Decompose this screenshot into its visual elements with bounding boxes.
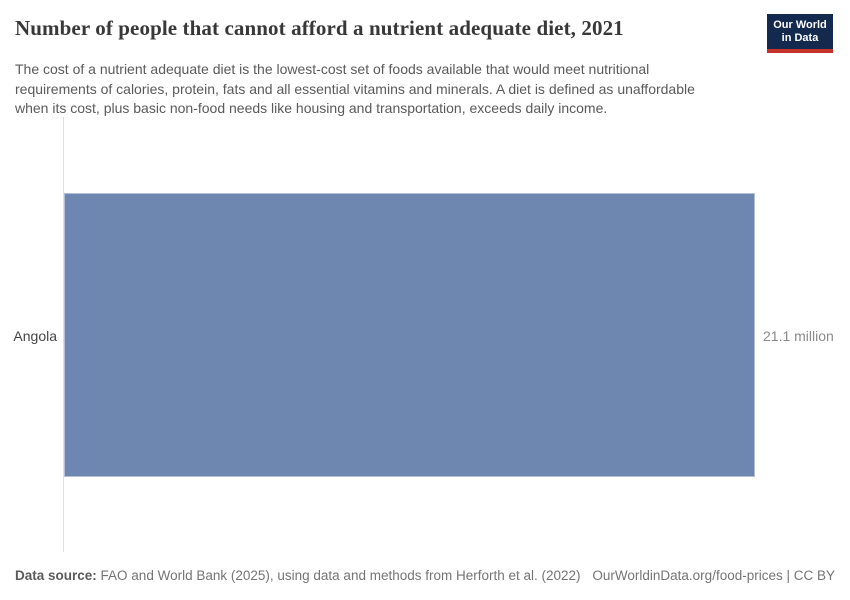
- license-link[interactable]: OurWorldinData.org/food-prices | CC BY: [592, 568, 835, 583]
- y-axis-line: [63, 117, 64, 552]
- chart-subtitle-line3: when its cost, plus basic non-food needs…: [15, 100, 608, 116]
- value-label-angola: 21.1 million: [763, 328, 834, 344]
- data-source-text: FAO and World Bank (2025), using data an…: [100, 568, 581, 583]
- owid-logo-line2: in Data: [781, 31, 819, 44]
- owid-logo[interactable]: Our World in Data: [767, 14, 833, 53]
- data-source: Data source: FAO and World Bank (2025), …: [15, 568, 581, 583]
- chart-subtitle-line2: requirements of calories, protein, fats …: [15, 80, 695, 97]
- chart-subtitle-line1: The cost of a nutrient adequate diet is …: [15, 61, 650, 77]
- chart-title: Number of people that cannot afford a nu…: [15, 16, 624, 40]
- category-label-angola: Angola: [13, 328, 57, 344]
- chart-subtitle: The cost of a nutrient adequate diet is …: [15, 60, 775, 119]
- chart-footer: Data source: FAO and World Bank (2025), …: [15, 568, 835, 583]
- owid-logo-line1: Our World: [773, 18, 827, 31]
- data-source-label: Data source:: [15, 568, 97, 583]
- bar-angola[interactable]: [64, 193, 755, 477]
